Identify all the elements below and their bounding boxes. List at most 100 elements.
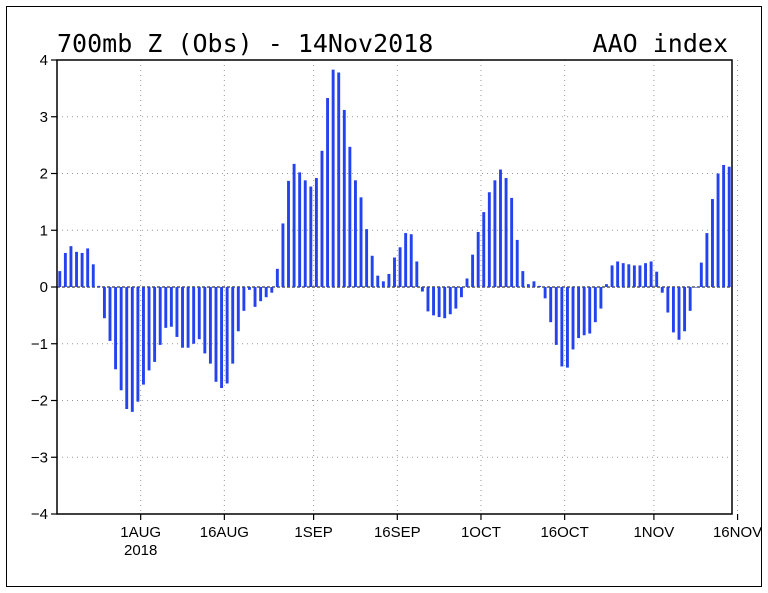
bar: [270, 287, 274, 293]
chart-title: 700mb Z (Obs) - 14Nov2018: [57, 29, 433, 58]
y-tick-label: 0: [40, 279, 48, 296]
bar: [337, 72, 341, 287]
bar: [543, 287, 547, 299]
bar: [632, 265, 636, 287]
bar: [699, 262, 703, 287]
bar: [716, 173, 720, 287]
x-tick-label: 1SEP: [294, 524, 332, 541]
bar: [365, 229, 369, 287]
bar: [309, 186, 313, 287]
bar: [532, 281, 536, 287]
bar: [393, 257, 396, 287]
bar: [63, 252, 67, 287]
bar: [432, 287, 435, 316]
bar: [560, 287, 564, 367]
bar: [577, 287, 581, 339]
bar: [493, 180, 497, 287]
bar: [605, 284, 608, 287]
y-tick-label: −2: [31, 393, 48, 410]
bar: [649, 261, 653, 287]
bar: [476, 231, 480, 287]
bars-group: [58, 69, 731, 412]
bar: [192, 287, 196, 344]
bar: [437, 287, 441, 318]
bar: [58, 271, 62, 287]
bar: [359, 197, 363, 287]
bar: [722, 164, 726, 287]
bar: [499, 169, 502, 287]
bar: [381, 281, 385, 287]
bar: [125, 287, 129, 410]
index-label: AAO index: [593, 29, 728, 58]
bar: [448, 287, 452, 315]
bar: [677, 287, 681, 340]
bar: [599, 287, 603, 309]
x-tick-label: 16NOV: [713, 524, 762, 541]
bar: [147, 287, 151, 371]
bar: [426, 287, 430, 312]
bar: [75, 251, 78, 287]
bar: [253, 287, 257, 307]
bar: [415, 261, 419, 287]
bar: [694, 287, 698, 288]
bar: [404, 233, 408, 287]
bar: [705, 233, 709, 287]
x-tick-label: 16SEP: [374, 524, 421, 541]
bar: [538, 285, 541, 287]
bar: [97, 285, 101, 287]
y-tick-label: −3: [31, 449, 48, 466]
bar: [588, 287, 592, 334]
bar: [248, 287, 251, 290]
bar: [526, 284, 530, 287]
bar: [320, 150, 324, 287]
bar: [582, 287, 586, 336]
bar: [114, 287, 118, 370]
x-tick-label: 1NOV: [633, 524, 674, 541]
bar: [660, 287, 664, 293]
bar: [593, 287, 597, 323]
bar: [287, 180, 290, 287]
bar: [175, 287, 179, 337]
bar: [515, 239, 519, 287]
bar: [169, 287, 173, 327]
bar: [616, 261, 620, 287]
bar: [727, 166, 731, 287]
bar: [158, 287, 162, 345]
y-axis: 4 3 2 1 0 −1 −2 −3 −4: [31, 52, 57, 523]
bar: [242, 287, 246, 311]
bar: [549, 287, 553, 323]
bar: [666, 287, 670, 313]
bar: [220, 287, 224, 389]
grid-lines: [57, 60, 739, 514]
bar: [627, 264, 631, 287]
bar: [487, 192, 491, 287]
bar: [565, 287, 569, 368]
bar: [298, 172, 302, 287]
y-tick-label: −4: [31, 506, 48, 523]
bar: [86, 248, 90, 287]
bar: [471, 254, 475, 287]
bar: [136, 287, 140, 402]
bar: [231, 287, 235, 364]
bar: [610, 265, 614, 287]
bar: [69, 246, 73, 287]
bar: [621, 263, 625, 287]
bar: [314, 178, 318, 287]
bar: [342, 109, 346, 287]
bar: [711, 199, 714, 287]
bar: [348, 146, 352, 287]
y-tick-label: 3: [40, 109, 48, 126]
bar: [644, 263, 647, 287]
bar: [214, 287, 218, 382]
bar: [208, 287, 212, 364]
bar: [108, 287, 112, 341]
bar: [225, 287, 229, 384]
bar: [465, 278, 469, 287]
bar: [142, 287, 145, 385]
bar: [264, 287, 268, 298]
bar: [119, 287, 123, 391]
bar: [454, 287, 458, 309]
bar: [102, 287, 106, 319]
